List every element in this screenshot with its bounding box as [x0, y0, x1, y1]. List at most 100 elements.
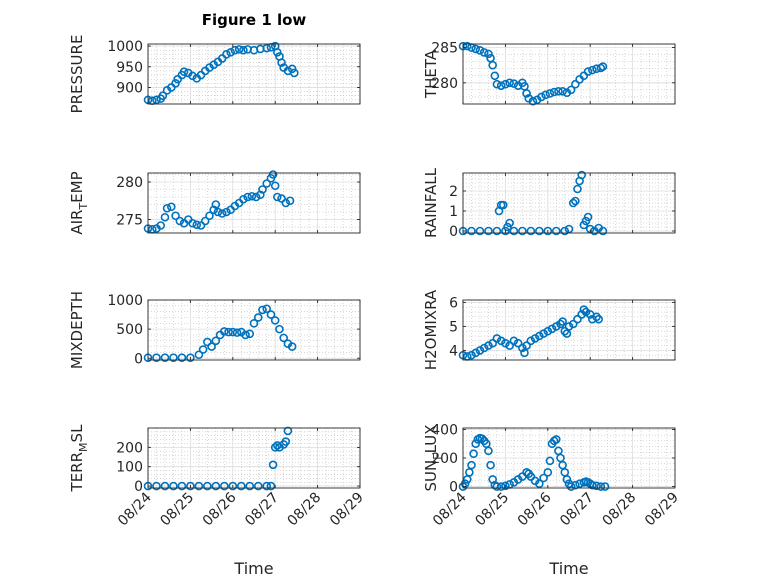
data-point [479, 343, 489, 353]
data-point [268, 170, 278, 179]
data-point [488, 338, 497, 348]
y-axis-label: H2OMIXRA [422, 289, 440, 370]
y-tick-label: 900 [116, 80, 143, 96]
data-point [547, 324, 557, 334]
data-point [277, 194, 286, 203]
data-point [541, 90, 550, 100]
subplot-1: 900 950 1000 PRESSURE [68, 35, 361, 114]
data-point [600, 482, 610, 491]
data-point [581, 307, 591, 317]
data-point [501, 481, 510, 491]
x-tick-label: 08/27 [242, 490, 282, 530]
data-point [568, 319, 578, 329]
data-point [554, 86, 563, 96]
data-point [253, 481, 263, 491]
data-point [186, 481, 195, 491]
data-point [522, 341, 531, 350]
data-point [560, 326, 570, 336]
y-axis-label: AIRTEMP [68, 171, 90, 234]
y-tick-label: 6 [449, 295, 458, 311]
axes-box [462, 299, 676, 361]
data-point [287, 64, 297, 74]
data-point [471, 348, 481, 358]
axes-box [147, 427, 361, 489]
data-point [203, 481, 212, 491]
y-tick-label: 400 [431, 422, 458, 438]
data-point [537, 92, 546, 102]
data-point [564, 322, 574, 331]
data-point [243, 192, 252, 202]
x-tick-label: 08/29 [642, 490, 682, 530]
y-tick-label: 275 [116, 213, 143, 229]
data-point [592, 312, 601, 322]
data-point [579, 305, 589, 314]
axes-box [147, 299, 361, 361]
data-point [196, 221, 206, 230]
y-axis-label: SUNFLUX [422, 425, 444, 492]
data-point [543, 326, 553, 336]
subplot-6: 4 5 6 H2OMIXRA [422, 289, 676, 370]
data-point [207, 342, 216, 351]
data-point [152, 95, 161, 105]
data-point [518, 226, 527, 236]
data-point [188, 71, 197, 81]
data-point [270, 443, 280, 452]
data-point [469, 449, 478, 459]
data-point [209, 205, 219, 215]
data-point [266, 481, 276, 491]
data-point [518, 343, 527, 353]
data-point [262, 179, 272, 188]
x-tick-label: 08/25 [157, 490, 197, 530]
data-point [262, 43, 272, 53]
y-tick-label: 0 [449, 224, 458, 240]
data-point [226, 47, 235, 57]
data-point [467, 226, 476, 236]
data-point [477, 434, 487, 444]
data-point [251, 192, 261, 202]
y-tick-label: 1000 [107, 293, 143, 309]
data-point [596, 482, 606, 491]
data-point [509, 226, 519, 236]
data-point [177, 481, 187, 491]
axes-background [148, 428, 360, 488]
data-point [496, 81, 506, 90]
data-point [273, 192, 282, 202]
data-point [279, 333, 288, 343]
data-point [588, 480, 597, 490]
data-point [543, 467, 553, 477]
data-point [462, 41, 472, 51]
data-point [501, 338, 510, 348]
data-point [505, 341, 514, 350]
data-point [224, 327, 233, 337]
data-point [217, 209, 227, 218]
data-point [526, 226, 536, 236]
data-point [577, 170, 587, 180]
y-tick-label: 2 [449, 184, 458, 200]
y-tick-label: 0 [449, 480, 458, 496]
data-point [573, 314, 582, 324]
data-point [496, 336, 506, 346]
data-point [562, 475, 572, 484]
data-point [270, 181, 280, 191]
data-point [484, 446, 493, 456]
data-point [526, 472, 536, 481]
data-point [475, 46, 485, 55]
y-axis-label: RAINFALL [422, 167, 440, 238]
data-point [509, 79, 519, 88]
data-point [598, 62, 608, 71]
y-tick-label: 0 [134, 351, 143, 367]
data-point [545, 456, 555, 466]
data-point [234, 45, 244, 54]
data-point [509, 336, 519, 346]
data-point [205, 211, 214, 221]
data-point [564, 224, 574, 234]
data-point [194, 350, 204, 360]
data-point [496, 482, 506, 491]
data-point [160, 353, 170, 362]
subplot-7: 0 100 200 TERRMSL 08/24 08/25 08/26 08/27 08/28 0… [68, 424, 367, 578]
data-point [526, 336, 536, 346]
y-axis-label: PRESSURE [68, 35, 86, 114]
data-point [539, 473, 548, 483]
data-point [177, 353, 187, 362]
